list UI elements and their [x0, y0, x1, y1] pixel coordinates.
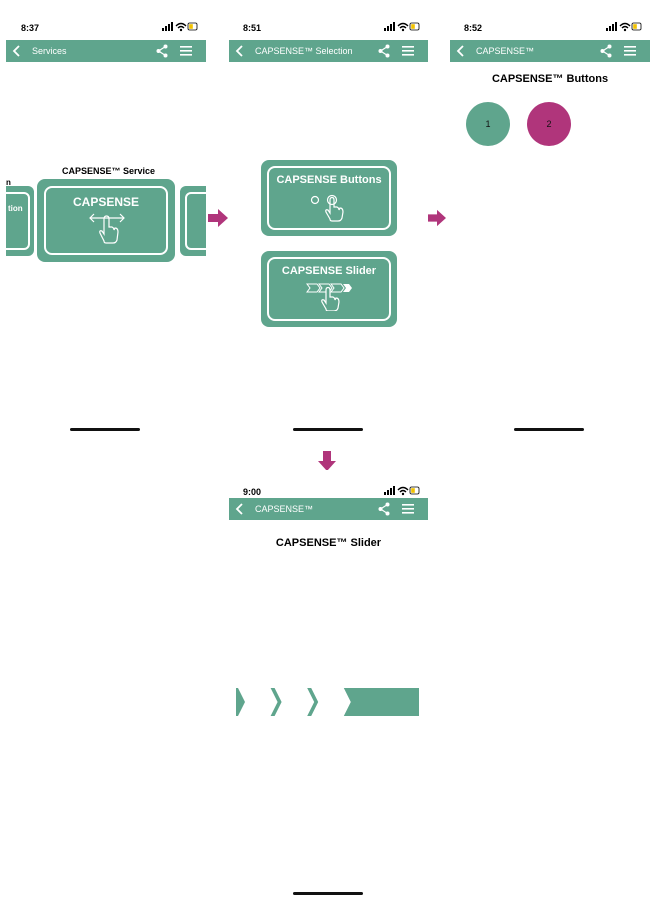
- home-indicator: [70, 428, 140, 431]
- slider-screen: 9:00 CAPSENSE™ CAPSENSE™ Slider: [229, 470, 428, 904]
- home-indicator: [293, 428, 363, 431]
- capsense-service-card[interactable]: CAPSENSE: [37, 179, 175, 262]
- share-icon[interactable]: [378, 44, 390, 58]
- slider-segment: [238, 688, 278, 716]
- home-indicator: [293, 892, 363, 895]
- nav-bar: CAPSENSE™: [450, 40, 650, 62]
- status-icons: [384, 486, 420, 496]
- flow-arrow-right-1: [208, 209, 228, 227]
- status-time: 8:51: [243, 23, 262, 33]
- nav-bar: CAPSENSE™ Selection: [229, 40, 428, 62]
- page-heading: CAPSENSE™ Buttons: [491, 73, 609, 85]
- status-bar: 8:37: [6, 6, 206, 36]
- capsense-button-1[interactable]: 1: [466, 102, 510, 146]
- status-time: 8:37: [21, 23, 40, 33]
- status-time: 9:00: [243, 487, 262, 497]
- nav-bar: CAPSENSE™: [229, 498, 428, 520]
- nav-title: Services: [32, 46, 67, 56]
- status-bar: 9:00: [229, 470, 428, 500]
- share-icon[interactable]: [378, 502, 390, 516]
- nav-title: CAPSENSE™: [255, 504, 314, 514]
- prev-card-label: tion: [8, 204, 23, 213]
- status-icons: [384, 22, 420, 32]
- status-bar: 8:52: [450, 6, 650, 36]
- card-label: CAPSENSE: [72, 195, 140, 209]
- back-icon[interactable]: [235, 503, 245, 515]
- slider-card-label: CAPSENSE Slider: [281, 265, 377, 277]
- next-service-card[interactable]: [180, 186, 206, 256]
- back-icon[interactable]: [456, 45, 466, 57]
- menu-icon[interactable]: [402, 504, 414, 514]
- capsense-slider[interactable]: [236, 688, 419, 716]
- slider-segment: [311, 688, 351, 716]
- status-icons: [162, 22, 198, 32]
- slider-segment: [274, 688, 315, 716]
- buttons-card-label: CAPSENSE Buttons: [276, 174, 382, 186]
- prev-service-card[interactable]: tion: [6, 186, 34, 256]
- menu-icon[interactable]: [402, 46, 414, 56]
- flow-arrow-right-2: [428, 209, 446, 227]
- capsense-button-2[interactable]: 2: [527, 102, 571, 146]
- status-bar: 8:51: [229, 6, 428, 36]
- button-touch-icon: [310, 194, 344, 222]
- share-icon[interactable]: [156, 44, 168, 58]
- capsense-slider-card[interactable]: CAPSENSE Slider: [261, 251, 397, 327]
- slider-touch-icon: [306, 283, 352, 311]
- nav-bar: Services: [6, 40, 206, 62]
- selection-screen: 8:51 CAPSENSE™ Selection CAPSENSE Button…: [229, 6, 428, 436]
- button-1-label: 1: [485, 119, 491, 129]
- back-icon[interactable]: [235, 45, 245, 57]
- carousel-title: CAPSENSE™ Service: [62, 166, 156, 176]
- menu-icon[interactable]: [180, 46, 192, 56]
- flow-arrow-down: [318, 451, 336, 471]
- home-indicator: [514, 428, 584, 431]
- menu-icon[interactable]: [624, 46, 636, 56]
- status-icons: [606, 22, 642, 32]
- buttons-screen: 8:52 CAPSENSE™ CAPSENSE™ Buttons 1 2: [450, 6, 650, 436]
- capsense-buttons-card[interactable]: CAPSENSE Buttons: [261, 160, 397, 236]
- swipe-hand-icon: [89, 213, 125, 244]
- prev-card-title: n: [6, 178, 11, 187]
- services-screen: 8:37 Services n tion CAPSENSE™ Service C…: [6, 6, 206, 436]
- page-heading: CAPSENSE™ Slider: [275, 537, 382, 549]
- nav-title: CAPSENSE™ Selection: [255, 46, 353, 56]
- status-time: 8:52: [464, 23, 483, 33]
- share-icon[interactable]: [600, 44, 612, 58]
- back-icon[interactable]: [12, 45, 22, 57]
- button-2-label: 2: [546, 119, 552, 129]
- nav-title: CAPSENSE™: [476, 46, 535, 56]
